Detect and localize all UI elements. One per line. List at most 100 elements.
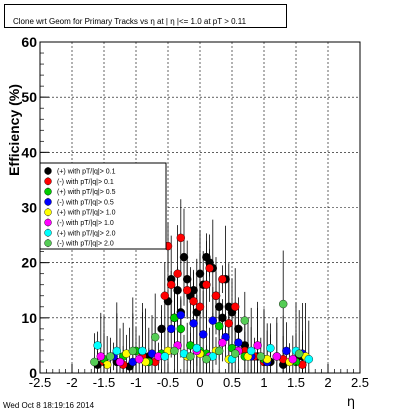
legend-box <box>39 162 167 250</box>
x-axis-label: η <box>347 395 355 410</box>
y-tick-label: 20 <box>21 255 37 271</box>
data-point <box>157 324 166 334</box>
data-point <box>234 338 243 347</box>
data-point <box>195 269 205 278</box>
data-point <box>208 316 218 325</box>
data-point <box>288 355 297 364</box>
legend-entry: (-) with pT/|q|> 2.0 <box>57 241 114 248</box>
data-point <box>211 291 221 300</box>
x-tick-label: -2.5 <box>29 375 51 390</box>
y-axis-label: Efficiency (%) <box>6 84 22 176</box>
legend-marker <box>44 177 52 186</box>
data-point <box>96 352 106 361</box>
data-point <box>189 297 198 306</box>
data-point <box>214 321 224 331</box>
data-point <box>256 352 265 361</box>
data-point <box>198 330 208 339</box>
data-point <box>134 355 144 364</box>
legend-entry: (-) with pT/|q|> 0.5 <box>57 199 114 206</box>
data-point <box>112 346 122 356</box>
data-point <box>234 324 243 334</box>
data-point <box>202 355 211 364</box>
data-point <box>176 310 186 320</box>
legend-marker <box>44 218 52 227</box>
data-point <box>240 316 250 325</box>
data-point <box>214 346 224 356</box>
legend: (+) with pT/|q|> 0.1 (-) with pT/|q|> 0.1… <box>39 162 167 250</box>
legend-marker <box>44 239 52 247</box>
y-tick-label: 10 <box>21 310 37 326</box>
data-point <box>189 319 198 328</box>
data-point <box>218 338 227 347</box>
data-point <box>90 357 99 367</box>
y-tick-label: 50 <box>21 89 37 105</box>
data-points <box>90 233 313 371</box>
data-point <box>195 302 205 311</box>
data-point <box>173 286 182 295</box>
data-point <box>218 275 227 284</box>
data-point <box>176 324 186 334</box>
x-tick-label: -1.5 <box>93 375 115 390</box>
data-point <box>279 299 288 309</box>
data-point <box>246 346 256 356</box>
data-point <box>272 352 281 361</box>
y-tick-label: 30 <box>21 200 37 216</box>
data-point <box>150 332 160 342</box>
data-point <box>192 343 202 353</box>
legend-marker <box>44 187 52 196</box>
data-point <box>93 341 102 350</box>
legend-entry: (+) with pT/|q|> 1.0 <box>57 210 116 217</box>
x-tick-label: 1.5 <box>287 375 305 390</box>
data-point <box>205 263 214 273</box>
title-box: Clone wrt Geom for Primary Tracks vs η a… <box>4 4 287 28</box>
legend-marker <box>44 167 52 175</box>
data-point <box>253 341 262 350</box>
legend-entry: (-) with pT/|q|> 1.0 <box>57 220 114 227</box>
data-point <box>170 346 179 356</box>
data-point <box>202 280 211 289</box>
y-tick-label: 60 <box>21 34 37 50</box>
data-point <box>186 352 195 361</box>
x-tick-label: -1 <box>130 375 142 390</box>
data-point <box>224 319 234 328</box>
y-tick-label: 40 <box>21 144 37 160</box>
data-point <box>295 349 304 358</box>
x-tick-label: 2.5 <box>351 375 369 390</box>
data-point <box>166 280 176 289</box>
legend-entry: (+) with pT/|q|> 0.5 <box>57 189 116 196</box>
data-point <box>176 233 186 243</box>
legend-entry: (+) with pT/|q|> 2.0 <box>57 230 116 237</box>
data-point <box>160 352 170 361</box>
legend-entry: (-) with pT/|q|> 0.1 <box>57 179 114 186</box>
data-point <box>179 252 189 262</box>
timestamp: Wed Oct 8 18:19:16 2014 <box>3 401 95 410</box>
data-point <box>102 360 112 369</box>
data-point <box>230 302 240 311</box>
x-tick-label: -2 <box>66 375 78 390</box>
data-point <box>115 357 125 367</box>
x-tick-label: 2 <box>324 375 331 390</box>
data-point <box>230 349 240 358</box>
data-point <box>166 324 176 334</box>
y-tick-label: 0 <box>29 365 37 381</box>
data-point <box>173 269 182 278</box>
legend-marker <box>44 198 52 206</box>
x-tick-label: 1 <box>260 375 267 390</box>
data-point <box>214 302 224 311</box>
chart-title: Clone wrt Geom for Primary Tracks vs η a… <box>13 17 247 26</box>
data-point <box>182 286 192 295</box>
legend-marker <box>44 229 52 237</box>
tick-labels: -2.5 -2 -1.5 -1 -0.5 0 0.5 1 1.5 2 2.5 0 10 20 30 40 50 6… <box>21 34 369 390</box>
legend-marker <box>44 208 52 216</box>
data-point <box>128 346 138 356</box>
data-point <box>138 346 147 356</box>
data-point <box>160 291 170 300</box>
data-point <box>106 352 115 361</box>
x-tick-label: 0.5 <box>223 375 241 390</box>
x-tick-label: -0.5 <box>157 375 179 390</box>
data-point <box>282 346 291 356</box>
data-point <box>266 343 275 353</box>
legend-entry: (+) with pT/|q|> 0.1 <box>57 169 116 176</box>
data-point <box>182 275 192 284</box>
